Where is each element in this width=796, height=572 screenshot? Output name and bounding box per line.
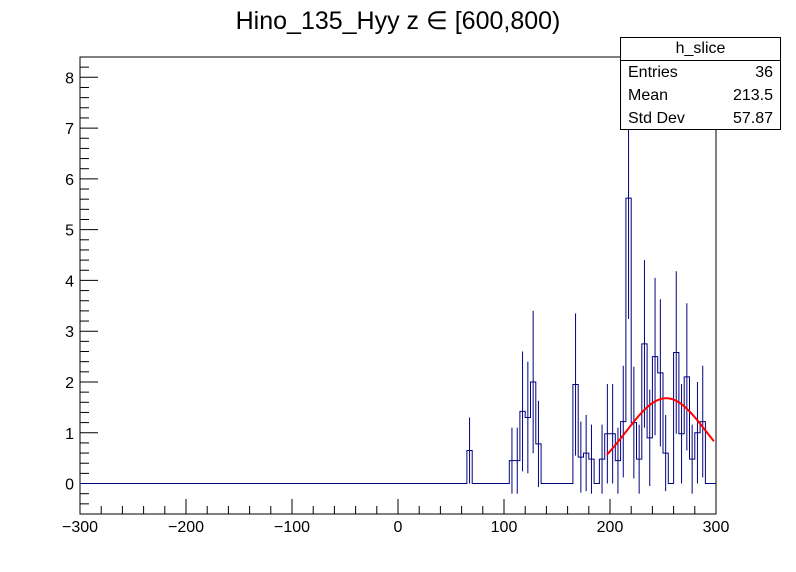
y-tick-label: 2 bbox=[65, 375, 74, 392]
x-tick-label: −200 bbox=[168, 519, 204, 536]
x-tick-label: 200 bbox=[597, 519, 624, 536]
y-tick-label: 1 bbox=[65, 426, 74, 443]
stats-box-title: h_slice bbox=[621, 38, 780, 61]
stats-row-std: Std Dev 57.87 bbox=[621, 107, 780, 130]
gaussian-fit-curve bbox=[606, 397, 715, 456]
y-tick-label: 3 bbox=[65, 324, 74, 341]
y-tick-label: 6 bbox=[65, 172, 74, 189]
stats-row-mean: Mean 213.5 bbox=[621, 84, 780, 107]
x-tick-label: 300 bbox=[703, 519, 730, 536]
x-tick-label: 100 bbox=[491, 519, 518, 536]
stats-row-entries: Entries 36 bbox=[621, 61, 780, 84]
x-tick-label: 0 bbox=[394, 519, 403, 536]
stats-mean-value: 213.5 bbox=[732, 87, 773, 104]
stats-box: h_slice Entries 36 Mean 213.5 Std Dev 57… bbox=[620, 37, 781, 130]
stats-entries-value: 36 bbox=[755, 64, 773, 81]
stats-mean-label: Mean bbox=[628, 87, 669, 104]
stats-entries-label: Entries bbox=[628, 64, 678, 81]
y-tick-label: 8 bbox=[65, 70, 74, 87]
y-tick-label: 0 bbox=[65, 477, 74, 494]
x-tick-label: −100 bbox=[274, 519, 310, 536]
x-tick-label: −300 bbox=[62, 519, 98, 536]
histogram-outline bbox=[80, 197, 716, 485]
stats-std-label: Std Dev bbox=[628, 110, 685, 127]
y-tick-label: 7 bbox=[65, 121, 74, 138]
y-tick-label: 4 bbox=[65, 273, 74, 290]
stats-std-value: 57.87 bbox=[732, 110, 773, 127]
chart-title: Hino_135_Hyy z ∈ [600,800) bbox=[235, 7, 561, 35]
y-tick-label: 5 bbox=[65, 223, 74, 240]
